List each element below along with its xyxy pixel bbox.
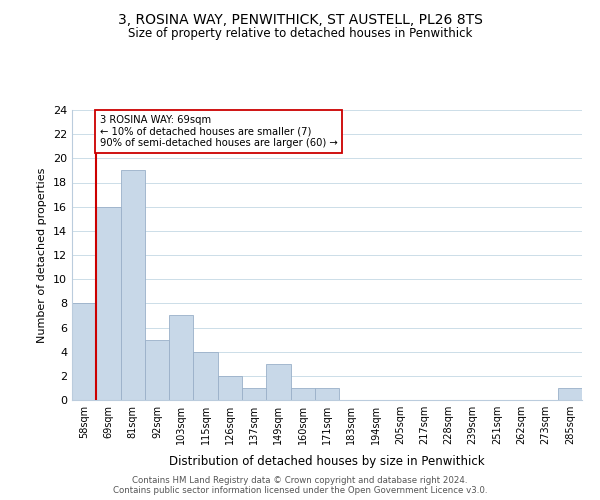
X-axis label: Distribution of detached houses by size in Penwithick: Distribution of detached houses by size … [169,456,485,468]
Bar [169,316,193,400]
Bar [290,388,315,400]
Text: Size of property relative to detached houses in Penwithick: Size of property relative to detached ho… [128,28,472,40]
Bar [72,304,96,400]
Bar [242,388,266,400]
Bar [558,388,582,400]
Bar [266,364,290,400]
Bar [193,352,218,400]
Bar [218,376,242,400]
Bar [121,170,145,400]
Y-axis label: Number of detached properties: Number of detached properties [37,168,47,342]
Bar [315,388,339,400]
Bar [145,340,169,400]
Text: 3, ROSINA WAY, PENWITHICK, ST AUSTELL, PL26 8TS: 3, ROSINA WAY, PENWITHICK, ST AUSTELL, P… [118,12,482,26]
Text: Contains HM Land Registry data © Crown copyright and database right 2024.
Contai: Contains HM Land Registry data © Crown c… [113,476,487,495]
Text: 3 ROSINA WAY: 69sqm
← 10% of detached houses are smaller (7)
90% of semi-detache: 3 ROSINA WAY: 69sqm ← 10% of detached ho… [100,115,338,148]
Bar [96,206,121,400]
